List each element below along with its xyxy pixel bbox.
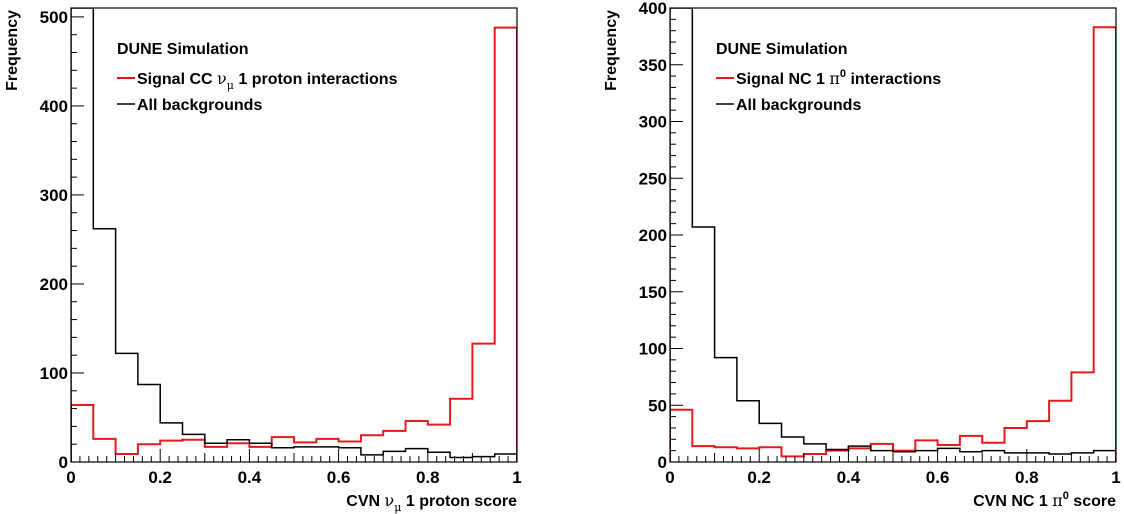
y-tick-label: 150 [639,283,667,302]
x-axis-label: CVN νμ 1 proton score [346,491,517,514]
y-tick-label: 400 [40,97,68,116]
x-tick-label: 0.2 [148,468,172,487]
series-line-backgrounds [71,8,517,462]
y-tick-label: 300 [639,113,667,132]
legend-entry-backgrounds: All backgrounds [736,97,861,114]
legend-entry-signal-subscript: μ [227,79,234,92]
x-tick-label: 0.6 [926,468,950,487]
y-tick-label: 0 [658,453,667,472]
legend-entry-signal-prefix: Signal CC [137,71,217,88]
legend-entry-signal-symbol: ν [217,69,227,88]
x-tick-label: 0.8 [1015,468,1039,487]
x-axis-label-symbol: π [1052,491,1063,510]
legend-entry-signal: Signal CC νμ 1 proton interactions [137,69,398,92]
legend-entry-signal-suffix: 1 proton interactions [234,71,398,88]
legend-entry-backgrounds-prefix: All backgrounds [137,97,262,114]
legend-entry-backgrounds-prefix: All backgrounds [736,97,861,114]
y-tick-label: 100 [639,340,667,359]
x-axis-label-prefix: CVN [346,493,384,510]
y-tick-label: 0 [59,453,68,472]
x-axis-label-superscript: 0 [1063,490,1069,502]
x-tick-label: 0 [66,468,75,487]
y-tick-label: 350 [639,56,667,75]
x-axis-label-subscript: μ [394,501,401,514]
x-axis-label-suffix: 1 proton score [401,493,517,510]
y-tick-label: 500 [40,8,68,27]
series-line-signal [670,26,1116,462]
y-axis-label: Frequency [4,10,21,91]
y-tick-label: 200 [639,226,667,245]
chart-panel-left: 0 0.2 0.4 0.6 0.8 1 0 100 200 300 400 500 Frequency C… [4,7,522,514]
series-line-backgrounds [670,8,1116,462]
y-axis-label: Frequency [603,10,620,91]
legend-entry-signal-symbol: π [829,69,840,88]
legend-title: DUNE Simulation [716,41,848,58]
x-tick-label: 0.6 [327,468,351,487]
x-tick-label: 0.2 [747,468,771,487]
x-tick-label: 0.4 [238,468,262,487]
legend-entry-backgrounds: All backgrounds [137,97,262,114]
x-axis-label-prefix: CVN NC 1 [973,493,1052,510]
y-tick-label: 300 [40,186,68,205]
x-axis-label-symbol: ν [385,491,395,510]
x-tick-label: 0 [665,468,674,487]
x-tick-label: 1 [512,468,521,487]
series-line-signal [71,26,517,462]
x-tick-label: 1 [1111,468,1120,487]
y-tick-label: 400 [639,0,667,18]
chart-panel-right: 0 0.2 0.4 0.6 0.8 1 0 50 100 150 200 250 300 350 400 Fr… [603,0,1121,510]
x-axis-label-suffix: score [1069,493,1116,510]
x-tick-label: 0.4 [837,468,861,487]
legend-title: DUNE Simulation [117,41,249,58]
legend-entry-signal: Signal NC 1 π0 interactions [736,68,941,88]
y-tick-label: 50 [648,396,667,415]
legend-entry-signal-prefix: Signal NC 1 [736,71,829,88]
y-tick-label: 200 [40,275,68,294]
x-tick-label: 0.8 [416,468,440,487]
legend-entry-signal-suffix: interactions [846,71,941,88]
legend-entry-signal-superscript: 0 [840,68,846,80]
y-tick-label: 100 [40,364,68,383]
x-axis-label: CVN NC 1 π0 score [973,490,1116,510]
y-tick-label: 250 [639,169,667,188]
